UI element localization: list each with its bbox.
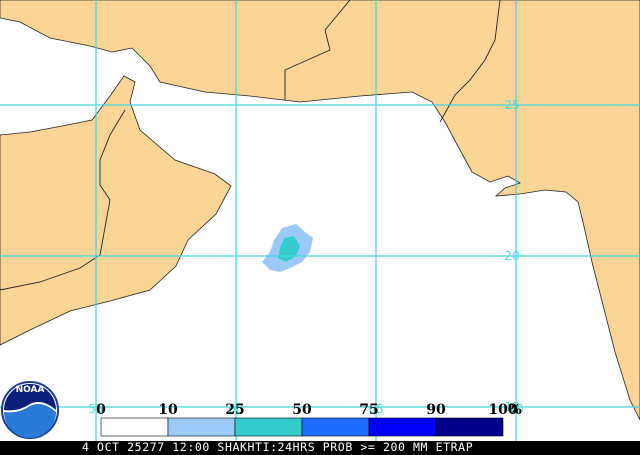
legend-label: 100 bbox=[488, 402, 517, 418]
logo-text: NOAA bbox=[16, 385, 45, 395]
legend-label: 75 bbox=[359, 402, 378, 418]
legend-swatch bbox=[301, 417, 370, 437]
lat-label: 15 bbox=[504, 400, 519, 414]
lon-label: 65 bbox=[368, 402, 383, 416]
legend-label: 0 bbox=[96, 402, 106, 418]
borders bbox=[0, 0, 501, 291]
graticule-labels: 25 20 15 55 60 65 70 bbox=[88, 98, 523, 416]
lon-label: 55 bbox=[88, 402, 103, 416]
lon-label: 60 bbox=[228, 402, 243, 416]
legend-label: 10 bbox=[158, 402, 178, 418]
lon-label: 70 bbox=[508, 402, 523, 416]
legend-swatch bbox=[100, 417, 169, 437]
land bbox=[0, 75, 232, 346]
legend-swatch bbox=[435, 417, 504, 437]
lat-label: 20 bbox=[504, 249, 519, 263]
logo: NOAA bbox=[1, 381, 59, 439]
caption-bar bbox=[0, 441, 640, 455]
legend: 0 10 25 50 75 90 100% bbox=[96, 402, 522, 437]
legend-unit: % bbox=[508, 402, 521, 418]
legend-label: 90 bbox=[426, 402, 446, 418]
legend-label: 25 bbox=[225, 402, 244, 418]
legend-swatch bbox=[167, 417, 236, 437]
caption: 4 OCT 25277 12:00 SHAKHTI:24HRS PROB >= … bbox=[82, 440, 473, 454]
legend-swatch bbox=[234, 417, 303, 437]
graticule bbox=[0, 0, 640, 441]
legend-label: 50 bbox=[292, 402, 312, 418]
lat-label: 25 bbox=[504, 98, 519, 112]
legend-swatch bbox=[368, 417, 437, 437]
